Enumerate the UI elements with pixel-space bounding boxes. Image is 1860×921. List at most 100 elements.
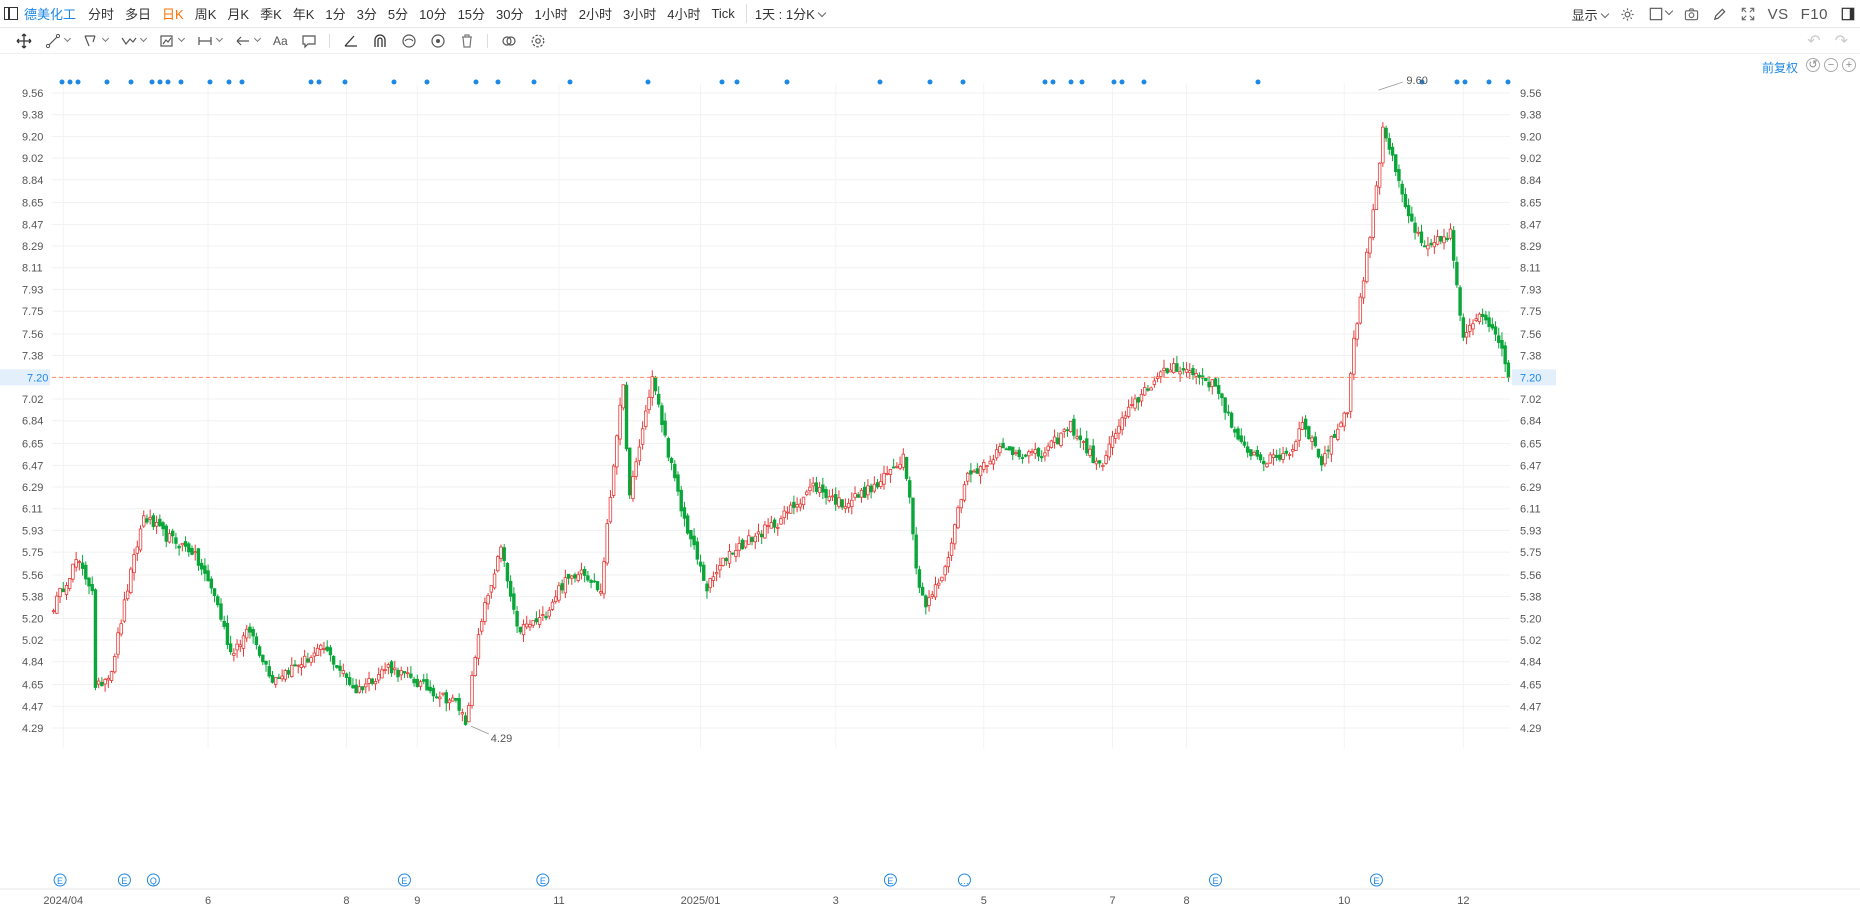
pencil-icon[interactable] [1712,6,1728,22]
candle-body [1361,280,1366,299]
candle-body [1085,438,1089,454]
candle-body [386,664,391,668]
candle-body [399,670,403,676]
period-tab[interactable]: 2小时 [578,7,612,22]
settings-gear-icon[interactable] [1620,6,1636,22]
chevron-down-icon [215,34,224,43]
candle-body [245,628,249,639]
period-tab[interactable]: Tick [711,6,735,21]
candle-body [1040,456,1044,459]
channel-tool-icon[interactable] [83,33,110,49]
zoom-in-icon[interactable]: + [1842,58,1856,72]
f10-button[interactable]: F10 [1800,5,1828,23]
current-price-label-left: 7.20 [27,372,48,384]
candle-body [151,515,156,527]
candle-body [911,497,915,535]
interval-select[interactable]: 1天 : 1分K [745,4,827,23]
period-tab[interactable]: 15分 [457,7,486,22]
candle-body [354,684,358,694]
period-tab[interactable]: 周K [194,7,217,22]
announcement-dot [104,79,110,85]
fullscreen-icon[interactable] [1740,6,1756,22]
candle-body [422,679,426,682]
redo-icon[interactable]: ↷ [1834,33,1848,50]
price-adjust-toggle[interactable]: 前复权 [1761,61,1798,75]
candle-body [557,585,561,601]
candle-body [1352,337,1356,375]
overlay-toggle-icon[interactable] [501,33,517,49]
candle-body [409,673,413,678]
candle-body [158,518,162,527]
period-tab[interactable]: 1分 [325,7,346,22]
period-tab[interactable]: 多日 [125,7,152,22]
period-tab[interactable]: 1小时 [534,7,568,22]
eye-hide-icon[interactable] [401,33,417,49]
candle-body [1435,236,1440,245]
candle-body [283,670,288,680]
candle-body [183,541,188,547]
period-tab[interactable]: 分时 [88,7,115,22]
camera-icon[interactable] [1684,6,1700,22]
trash-icon[interactable] [459,33,475,49]
sidebar-toggle-icon[interactable] [4,7,18,20]
arrow-tool-icon[interactable] [235,33,262,49]
period-tab[interactable]: 10分 [419,7,447,22]
candle-body [1130,404,1134,406]
candle-body [1027,451,1031,457]
candle-body [470,675,474,707]
period-tab[interactable]: 4小时 [667,7,701,22]
y-tick-label-right: 5.38 [1520,592,1541,604]
period-tab[interactable]: 3分 [356,7,377,22]
candle-body [396,669,400,678]
angle-tool-icon[interactable] [343,33,359,49]
period-tab[interactable]: 5分 [387,7,409,22]
candle-body [624,384,629,450]
period-tab[interactable]: 日K [162,7,184,22]
display-menu[interactable]: 显示 [1572,5,1609,24]
zoom-controls: ↺ − + [1802,58,1856,72]
layout-square-icon[interactable] [1648,6,1664,22]
period-tab[interactable]: 30分 [496,7,524,22]
candle-body [946,557,951,568]
current-price-tag-right [1512,369,1556,386]
period-tab[interactable]: 月K [227,7,250,22]
period-tab[interactable]: 季K [260,7,282,22]
draw-settings-icon[interactable] [530,33,546,49]
candle-body [1043,452,1047,457]
candle-body [563,577,568,594]
announcement-dot [424,79,430,85]
undo-icon[interactable]: ↶ [1807,33,1821,50]
candle-body [463,715,468,725]
candle-body [769,522,774,529]
pattern-tool-icon[interactable] [159,33,186,49]
comment-tool-icon[interactable] [301,33,317,49]
magnet-icon[interactable] [372,33,388,49]
period-tab[interactable]: 年K [292,7,315,22]
vs-compare-button[interactable]: VS [1767,5,1789,23]
candle-body [1323,453,1327,465]
line-tool-icon[interactable] [45,33,72,49]
candle-body [1326,449,1330,452]
wave-tool-icon[interactable] [121,33,148,49]
candle-body [895,466,899,468]
candle-body [840,499,844,508]
candle-body [1139,393,1144,402]
measure-tool-icon[interactable] [197,33,224,49]
reset-icon[interactable]: ↺ [1806,58,1820,72]
text-tool-icon[interactable]: Aa [273,33,288,48]
lock-target-icon[interactable] [430,33,446,49]
candle-body [1078,435,1083,441]
move-crosshair-icon[interactable] [16,33,32,49]
y-tick-label-right: 5.02 [1520,635,1541,647]
announcement-dot [342,79,348,85]
zoom-out-icon[interactable]: − [1824,58,1838,72]
x-tick-label: 12 [1457,895,1469,907]
period-tab[interactable]: 3小时 [622,7,657,22]
candlestick-chart[interactable]: 9.56 9.56 9.38 9.38 9.20 9.20 9.02 9.02 8.84 8.84… [0,54,1860,921]
chevron-down-icon[interactable] [1664,6,1673,16]
panel-toggle-icon[interactable] [1840,6,1856,22]
candle-body [1332,434,1337,438]
candle-body [920,586,925,596]
stock-name[interactable]: 德美化工 [24,7,77,22]
x-tick-label: 8 [1183,895,1189,907]
